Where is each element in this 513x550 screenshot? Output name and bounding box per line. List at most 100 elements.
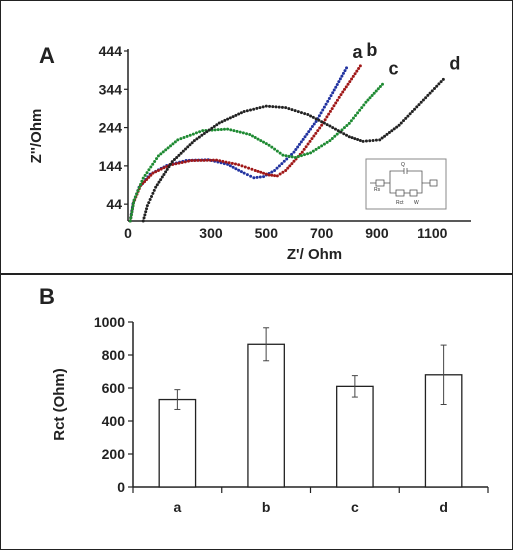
series-a bbox=[128, 66, 349, 223]
series-b-point bbox=[159, 167, 163, 171]
series-b-point bbox=[300, 150, 304, 154]
series-d-point bbox=[200, 133, 204, 137]
series-c-point bbox=[191, 132, 195, 136]
series-b-point bbox=[286, 166, 290, 170]
series-d-point bbox=[421, 98, 425, 102]
series-c-point bbox=[226, 127, 230, 131]
series-d-point bbox=[293, 109, 297, 113]
series-d-point bbox=[387, 131, 391, 135]
series-c-point bbox=[188, 133, 192, 137]
series-c-point bbox=[216, 128, 220, 132]
series-a-point bbox=[337, 80, 341, 84]
series-d-point bbox=[371, 138, 375, 142]
series-c-point bbox=[141, 176, 145, 180]
panel-b-y-tick-label: 600 bbox=[102, 380, 126, 396]
panel-b-y-axis-label: Rct (Ohm) bbox=[51, 368, 68, 441]
series-d-point bbox=[165, 167, 169, 171]
series-c-point bbox=[345, 124, 349, 128]
series-d-point bbox=[397, 123, 401, 127]
series-d-point bbox=[439, 80, 443, 84]
series-c-point bbox=[354, 113, 358, 117]
series-b-point bbox=[304, 145, 308, 149]
series-a-point bbox=[228, 164, 232, 168]
series-d-point bbox=[234, 113, 238, 117]
series-a-point bbox=[290, 152, 294, 156]
series-c-point bbox=[358, 108, 362, 112]
panel-b-y-tick-label: 800 bbox=[102, 347, 126, 363]
series-d-point bbox=[179, 151, 183, 155]
series-a-point bbox=[317, 114, 321, 118]
series-a-point bbox=[242, 171, 246, 175]
series-c-point bbox=[179, 137, 183, 141]
series-a-label: a bbox=[353, 42, 364, 62]
series-b-point bbox=[284, 168, 288, 172]
series-b-point bbox=[259, 170, 263, 174]
series-d-point bbox=[186, 145, 190, 149]
panel-a-x-tick-label: 300 bbox=[199, 225, 223, 241]
series-b-point bbox=[341, 90, 345, 94]
circuit-inset-border bbox=[365, 158, 447, 210]
series-c-point bbox=[264, 142, 268, 146]
series-d-point bbox=[356, 138, 360, 142]
series-c-point bbox=[335, 132, 339, 136]
series-d-point bbox=[345, 133, 349, 137]
series-c-point bbox=[364, 100, 368, 104]
series-b-point bbox=[330, 107, 334, 111]
series-b-point bbox=[316, 129, 320, 133]
series-d-point bbox=[152, 188, 156, 192]
series-b-point bbox=[253, 168, 257, 172]
series-c-point bbox=[245, 132, 249, 136]
series-a-point bbox=[245, 173, 249, 177]
series-c-point bbox=[281, 153, 285, 157]
series-b-point bbox=[143, 180, 147, 184]
series-d-point bbox=[141, 219, 145, 223]
series-c-point bbox=[153, 159, 157, 163]
series-c-point bbox=[311, 149, 315, 153]
series-d-point bbox=[317, 118, 321, 122]
series-a-point bbox=[255, 175, 259, 179]
series-c-point bbox=[320, 144, 324, 148]
series-b-point bbox=[339, 93, 343, 97]
series-d-point bbox=[342, 132, 346, 136]
series-d-point bbox=[404, 116, 408, 120]
series-d-point bbox=[255, 106, 259, 110]
series-b-point bbox=[357, 67, 361, 71]
circuit-label: Rct bbox=[396, 200, 404, 206]
series-d-point bbox=[390, 129, 394, 133]
series-c-point bbox=[149, 165, 153, 169]
series-c-point bbox=[248, 132, 252, 136]
series-a-point bbox=[307, 130, 311, 134]
series-d-label: d bbox=[449, 53, 460, 73]
series-d-point bbox=[428, 91, 432, 95]
series-d-point bbox=[258, 106, 262, 110]
series-c-point bbox=[322, 142, 326, 146]
series-c-point bbox=[340, 128, 344, 132]
series-a-point bbox=[231, 165, 235, 169]
series-c-point bbox=[256, 137, 260, 141]
series-c-point bbox=[372, 91, 376, 95]
series-c-point bbox=[133, 195, 137, 199]
series-d-point bbox=[147, 201, 151, 205]
series-d-point bbox=[311, 115, 315, 119]
series-d-point bbox=[426, 93, 430, 97]
series-c-point bbox=[317, 146, 321, 150]
series-d-point bbox=[364, 139, 368, 143]
series-d-point bbox=[430, 89, 434, 93]
series-b-point bbox=[190, 159, 194, 163]
series-c-point bbox=[299, 154, 303, 158]
panel-b-chart: B 0 200 400 600 800 1000 Rct (Ohm) a b c d bbox=[39, 284, 489, 515]
series-d-point bbox=[441, 77, 445, 81]
series-b-point bbox=[302, 147, 306, 151]
series-b-point bbox=[256, 169, 260, 173]
panel-b-y-tick-label: 200 bbox=[102, 446, 126, 462]
series-a-point bbox=[298, 142, 301, 146]
series-d-point bbox=[202, 132, 206, 136]
series-c-point bbox=[360, 106, 364, 110]
series-c-point bbox=[259, 139, 263, 143]
series-d-point bbox=[242, 109, 246, 113]
series-c-point bbox=[139, 182, 143, 186]
series-c-point bbox=[156, 154, 160, 158]
series-b-point bbox=[306, 142, 310, 146]
series-b-point bbox=[262, 171, 266, 175]
series-c-point bbox=[262, 140, 266, 144]
